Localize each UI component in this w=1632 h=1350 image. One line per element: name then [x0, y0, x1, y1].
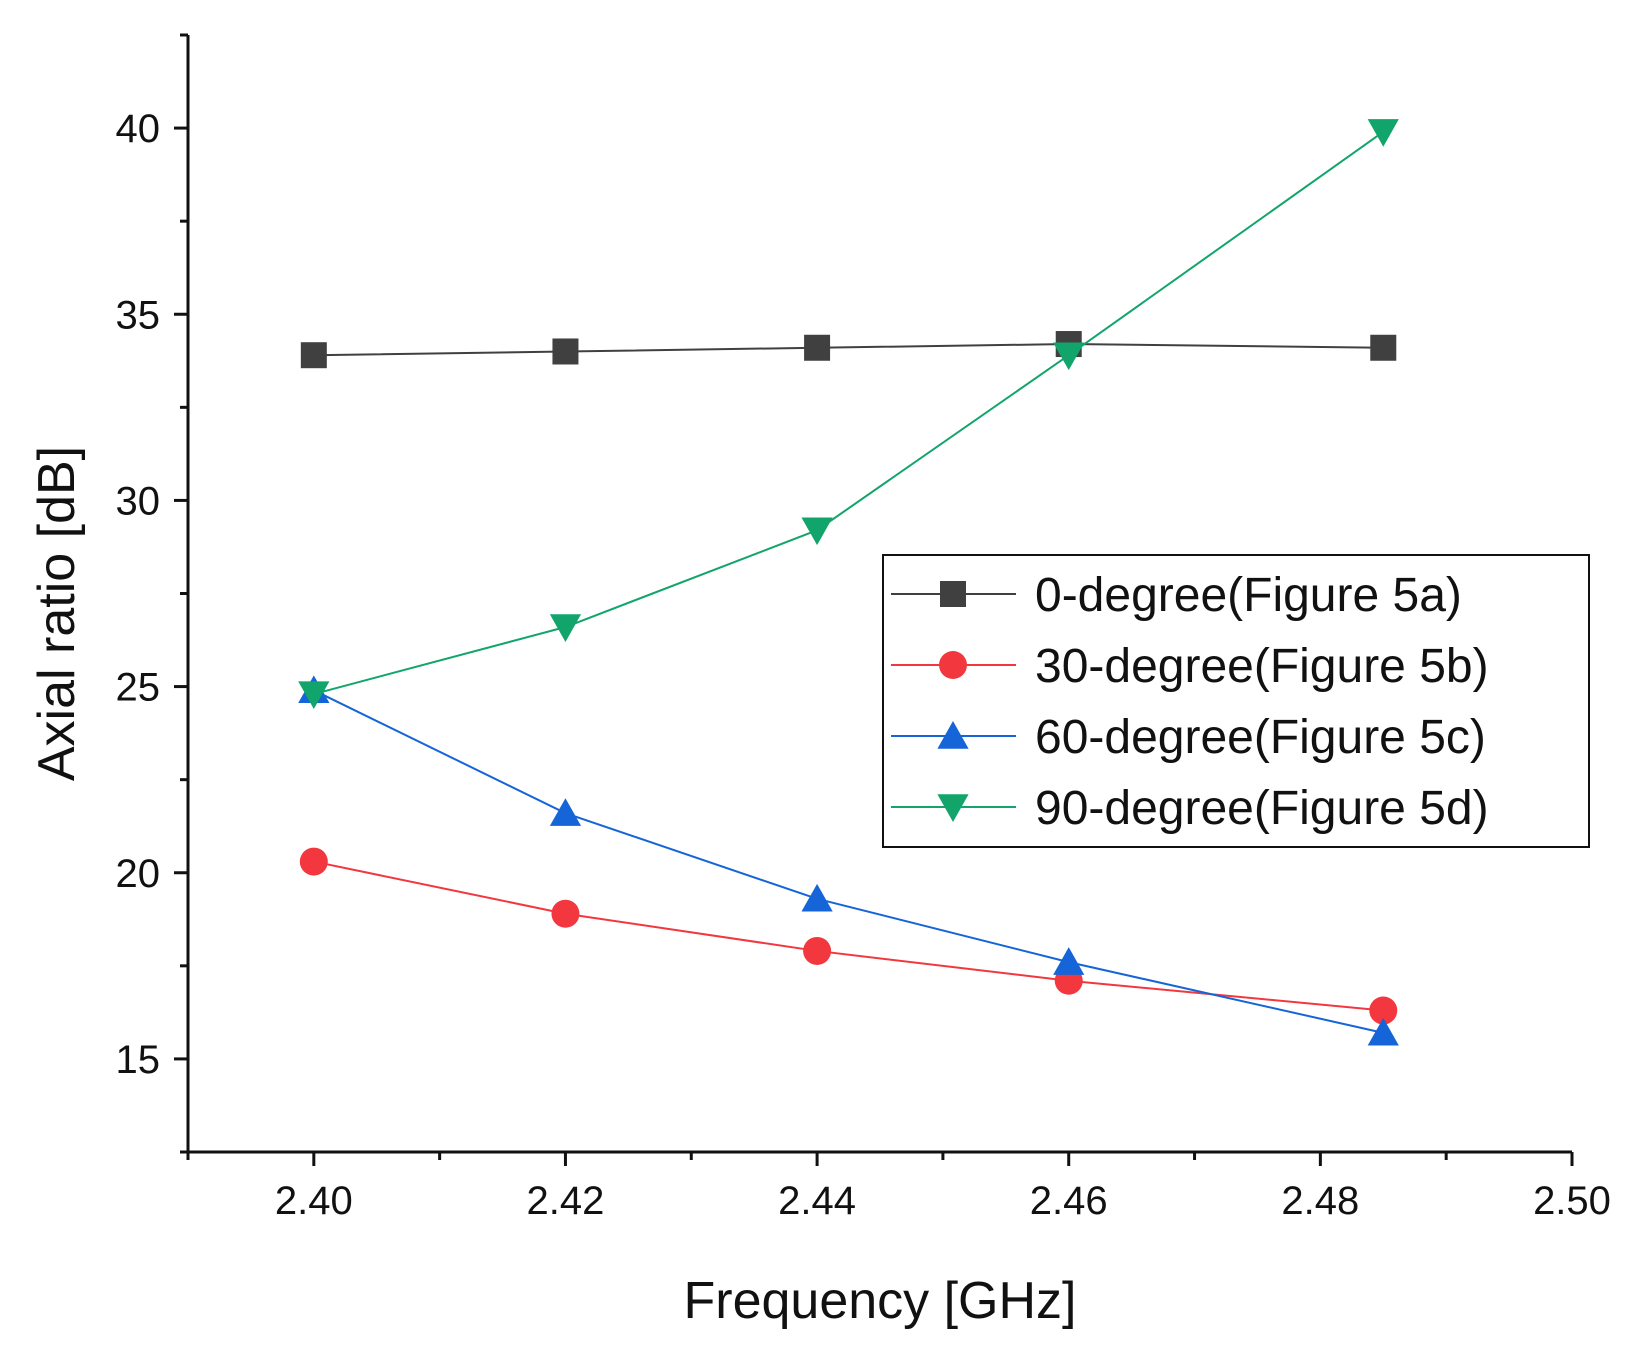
y-tick-label: 35 — [116, 293, 161, 337]
legend-marker — [937, 721, 969, 749]
legend-label: 90-degree(Figure 5d) — [1035, 782, 1489, 835]
data-point — [549, 614, 582, 642]
y-tick-label: 20 — [116, 852, 161, 896]
data-point — [1367, 119, 1399, 147]
x-tick-label: 2.48 — [1281, 1179, 1359, 1223]
data-point — [801, 883, 833, 912]
data-point — [1053, 947, 1085, 975]
data-point — [1053, 342, 1085, 371]
legend-label: 60-degree(Figure 5c) — [1035, 711, 1486, 764]
legend: 0-degree(Figure 5a) 30-degree(Figure 5b) 6… — [882, 554, 1590, 848]
data-point — [801, 517, 833, 546]
legend-box — [882, 554, 1590, 848]
legend-item-0: 0-degree(Figure 5a) — [891, 569, 1462, 622]
legend-item-1: 30-degree(Figure 5b) — [891, 640, 1489, 693]
y-tick-label: 15 — [116, 1038, 161, 1082]
data-point — [300, 342, 327, 369]
y-tick-label: 40 — [116, 107, 161, 151]
legend-item-2: 60-degree(Figure 5c) — [891, 711, 1486, 764]
data-point — [804, 334, 831, 361]
series-line — [313, 343, 1384, 357]
data-point — [552, 338, 579, 365]
y-tick-label: 25 — [116, 666, 161, 710]
series-line — [313, 860, 1384, 1012]
x-axis-title: Frequency [GHz] — [683, 1272, 1076, 1330]
data-point — [1369, 996, 1398, 1025]
data-point — [299, 847, 328, 876]
x-tick-label: 2.50 — [1533, 1179, 1611, 1223]
x-tick-label: 2.40 — [275, 1179, 353, 1223]
legend-marker — [937, 794, 969, 822]
data-point — [803, 936, 832, 965]
y-axis-title: Axial ratio [dB] — [28, 446, 86, 781]
series-3 — [298, 119, 1399, 709]
data-point — [1370, 334, 1397, 361]
y-tick-label: 30 — [116, 479, 161, 523]
data-point — [1367, 1017, 1399, 1046]
axes: 15 20 25 30 35 40 2.40 2.42 2.44 2.46 2.48 2.50 Freq… — [28, 33, 1611, 1330]
legend-item-3: 90-degree(Figure 5d) — [891, 782, 1489, 835]
x-tick-label: 2.46 — [1030, 1179, 1108, 1223]
legend-label: 0-degree(Figure 5a) — [1035, 569, 1462, 622]
x-tick-label: 2.42 — [527, 1179, 605, 1223]
legend-marker — [940, 581, 966, 607]
data-point — [298, 681, 330, 709]
series-layer — [298, 119, 1399, 1046]
data-point — [549, 798, 582, 826]
legend-label: 30-degree(Figure 5b) — [1035, 640, 1489, 693]
legend-marker — [939, 651, 967, 679]
x-tick-label: 2.44 — [778, 1179, 856, 1223]
data-point — [551, 899, 580, 928]
series-0 — [300, 331, 1397, 369]
